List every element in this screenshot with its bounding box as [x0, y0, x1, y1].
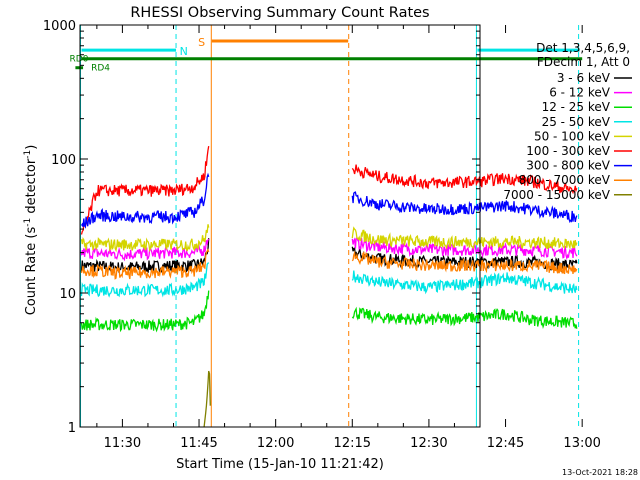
legend-header-detectors: Det 1,3,4,5,6,9,: [536, 41, 630, 55]
legend-label-7: 800 - 7000 keV: [519, 173, 611, 187]
y-tick-label-2: 100: [51, 153, 76, 168]
series-7-segment-0: [80, 248, 210, 280]
legend-label-1: 6 - 12 keV: [549, 86, 611, 100]
series-4-segment-1: [351, 226, 578, 251]
decimation-label-0: RD0: [70, 55, 89, 65]
legend-label-4: 50 - 100 keV: [534, 129, 611, 143]
series-3-segment-1: [351, 270, 578, 295]
legend-label-0: 3 - 6 keV: [557, 71, 611, 85]
legend-header-decimation: FDecim 1, Att 0: [537, 55, 630, 69]
series-6: [80, 172, 578, 229]
legend-label-6: 300 - 800 keV: [526, 159, 610, 173]
x-tick-label-3: 12:15: [334, 436, 371, 451]
series-7-segment-1: [351, 250, 578, 275]
series-4: [80, 224, 578, 253]
series-3-segment-0: [80, 262, 210, 298]
series-5: [80, 145, 578, 235]
legend-label-3: 25 - 50 keV: [542, 115, 611, 129]
y-tick-label-0: 1: [68, 421, 76, 436]
flag-label-1: S: [198, 36, 205, 49]
series-1: [80, 236, 578, 262]
x-tick-label-4: 12:30: [410, 436, 447, 451]
y-tick-label-1: 10: [59, 287, 76, 302]
series-6-segment-1: [351, 191, 578, 224]
series-5-segment-1: [351, 164, 578, 195]
x-tick-label-0: 11:30: [104, 436, 141, 451]
chart-title: RHESSI Observing Summary Count Rates: [130, 5, 429, 21]
series-2: [80, 290, 578, 333]
decimation-label-1: RD4: [91, 64, 110, 74]
series-0-segment-0: [80, 238, 210, 275]
legend: Det 1,3,4,5,6,9, FDecim 1, Att 0 3 - 6 k…: [503, 41, 632, 202]
series-5-segment-0: [80, 145, 210, 235]
legend-label-2: 12 - 25 keV: [542, 100, 611, 114]
flag-label-0: N: [180, 45, 188, 58]
series-4-segment-0: [80, 224, 210, 253]
legend-label-5: 100 - 300 keV: [526, 144, 610, 158]
series-2-segment-1: [351, 306, 578, 330]
series-7: [80, 248, 578, 280]
series-8: [203, 370, 211, 428]
series-3: [80, 262, 578, 298]
axes: 11:30 11:45 12:00 12:15 12:30 12:45 13:00 1 10 10…: [43, 19, 601, 451]
plot-frame: [79, 24, 481, 428]
y-axis-label: Count Rate (s-1 detector-1): [23, 145, 39, 316]
series-8-segment-0: [203, 370, 211, 428]
x-tick-label-5: 12:45: [487, 436, 524, 451]
x-tick-label-1: 11:45: [180, 436, 217, 451]
x-tick-label-2: 12:00: [257, 436, 294, 451]
x-tick-label-6: 13:00: [563, 436, 600, 451]
legend-label-8: 7000 - 15000 keV: [503, 188, 610, 202]
x-axis-label: Start Time (15-Jan-10 11:21:42): [176, 457, 384, 472]
y-tick-label-3: 1000: [43, 19, 76, 34]
plot-timestamp: 13-Oct-2021 18:28: [562, 468, 638, 477]
series-2-segment-0: [80, 290, 210, 333]
series-6-segment-0: [80, 172, 210, 229]
